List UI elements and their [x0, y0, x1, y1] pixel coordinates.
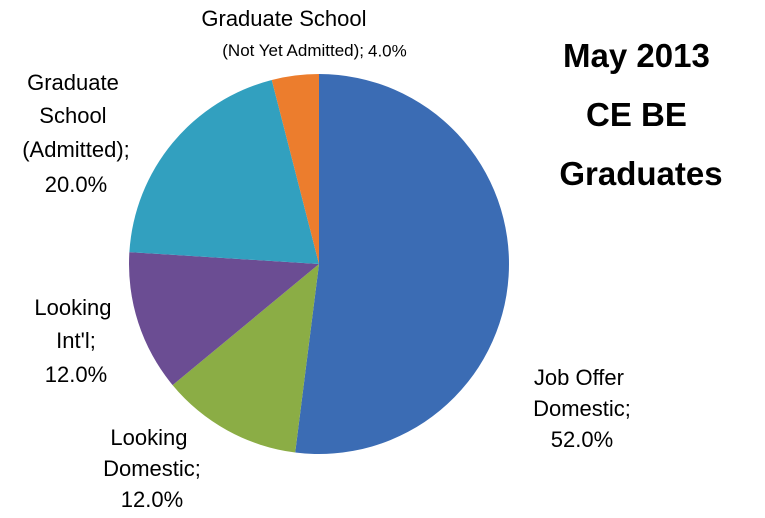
value-label: 12.0%: [45, 362, 107, 387]
slice-label: Graduate School (Not Yet Admitted);: [201, 6, 372, 61]
slice-label: Looking Int'l;: [34, 295, 117, 353]
slice-label: Looking Domestic;: [103, 425, 201, 481]
value-label: 20.0%: [45, 172, 107, 197]
slice-label: Job Offer Domestic;: [533, 365, 631, 421]
pie-slice: [129, 79, 319, 264]
slice-label: Graduate School (Admitted);: [22, 70, 130, 162]
pie-slice: [271, 74, 319, 264]
value-label: 4.0%: [368, 41, 407, 60]
value-label: 52.0%: [551, 427, 613, 452]
value-label: 12.0%: [121, 487, 183, 512]
pie-slice: [172, 264, 319, 453]
pie-slice: [295, 74, 509, 454]
pie-slice: [129, 252, 319, 386]
chart-title: May 2013 CE BE Graduates: [559, 37, 722, 192]
